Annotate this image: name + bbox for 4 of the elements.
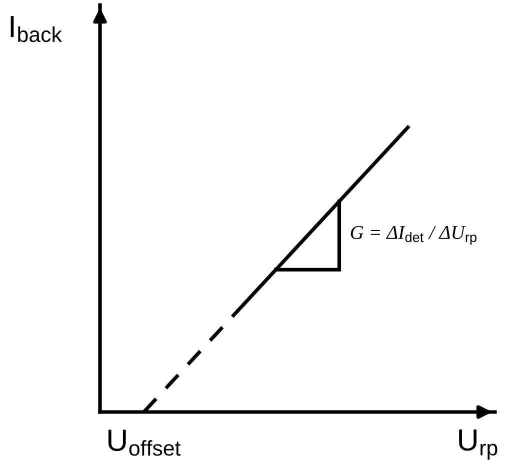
text: U$_{offset}$ [108,430,181,456]
x-axis-title: U$_{rp}$ [459,429,498,460]
y-axis-title: I$_{back}$ [10,16,62,42]
annotation: G = ΔI$_{det}$ / ΔU$_{rp}$ [350,226,476,245]
